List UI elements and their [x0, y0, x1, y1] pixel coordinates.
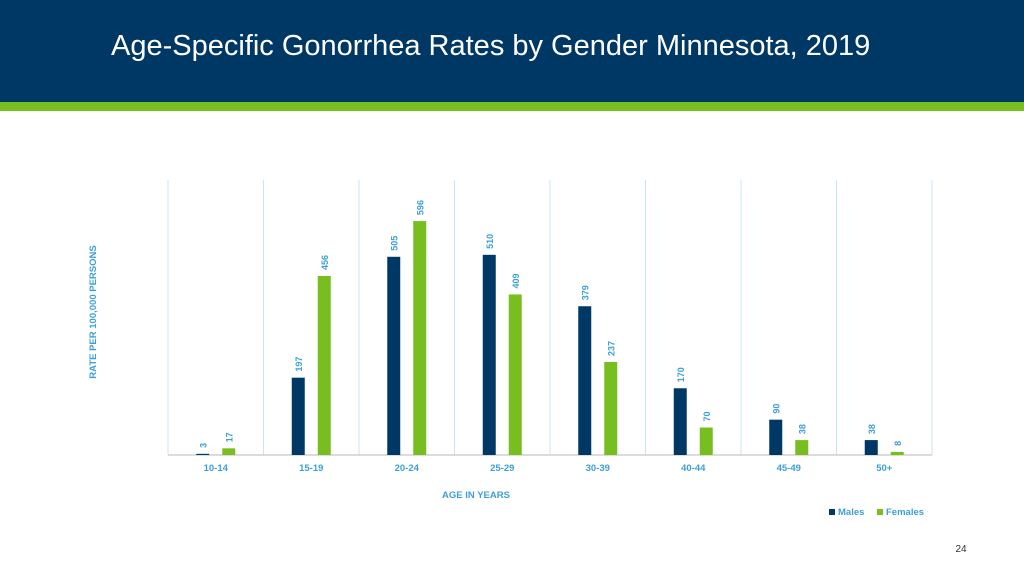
data-label: 90: [772, 404, 782, 414]
title-bar: [0, 0, 1024, 102]
data-label: 237: [607, 341, 617, 356]
data-label: 3: [199, 443, 209, 448]
bar-females-50+: [890, 451, 904, 455]
data-label: 8: [893, 441, 903, 446]
legend-label-males: Males: [838, 507, 864, 518]
bar-males-45-49: [769, 419, 783, 455]
data-label: 170: [676, 367, 686, 382]
bar-females-25-29: [508, 294, 522, 455]
x-tick-label: 15-19: [299, 463, 323, 474]
data-label: 409: [511, 273, 521, 288]
data-label: 379: [581, 285, 591, 300]
data-label: 505: [390, 236, 400, 251]
legend-swatch-females: [877, 509, 883, 515]
bar-females-10-14: [222, 448, 236, 455]
data-label: 596: [416, 200, 426, 215]
y-axis-title: RATE PER 100,000 PERSONS: [88, 245, 99, 378]
legend-label-females: Females: [886, 507, 924, 518]
x-tick-label: 50+: [876, 463, 893, 474]
bar-males-25-29: [482, 254, 496, 455]
legend-swatch-males: [829, 509, 835, 515]
x-tick-label: 45-49: [777, 463, 801, 474]
data-label: 70: [702, 412, 712, 422]
bar-females-30-39: [604, 361, 618, 455]
x-tick-label: 25-29: [490, 463, 514, 474]
data-label: 17: [225, 432, 235, 442]
bar-females-15-19: [317, 276, 331, 455]
data-label: 456: [320, 255, 330, 270]
data-label: 38: [798, 424, 808, 434]
slide-title: Age-Specific Gonorrhea Rates by Gender M…: [111, 30, 871, 62]
accent-stripe: [0, 102, 1024, 111]
bar-males-40-44: [673, 388, 687, 455]
bar-females-45-49: [795, 440, 809, 455]
data-label: 197: [294, 357, 304, 372]
bar-males-30-39: [578, 306, 592, 455]
data-label: 510: [485, 234, 495, 249]
bar-females-20-24: [413, 221, 427, 455]
bar-females-40-44: [699, 427, 713, 455]
x-tick-label: 10-14: [204, 463, 229, 474]
bar-males-10-14: [196, 453, 210, 455]
data-label: 38: [867, 424, 877, 434]
x-axis-title: AGE IN YEARS: [442, 490, 510, 501]
bar-males-50+: [864, 440, 878, 455]
bar-males-20-24: [387, 256, 401, 455]
x-tick-label: 20-24: [395, 463, 420, 474]
x-tick-label: 30-39: [586, 463, 610, 474]
bar-males-15-19: [291, 377, 305, 455]
page-number: 24: [955, 544, 967, 555]
x-tick-label: 40-44: [681, 463, 706, 474]
